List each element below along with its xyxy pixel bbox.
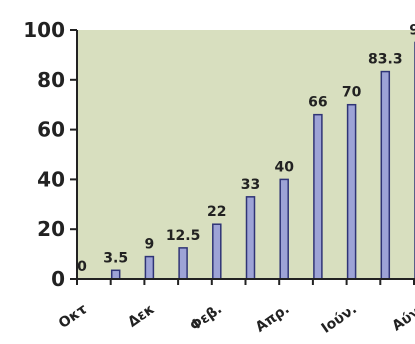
data-label: 9 bbox=[145, 237, 155, 253]
data-label: 70 bbox=[342, 85, 362, 101]
bar bbox=[110, 269, 121, 280]
bar bbox=[212, 223, 222, 280]
y-tick-label: 60 bbox=[37, 118, 65, 142]
x-tick-label: Αύγ. bbox=[389, 301, 415, 334]
y-tick-label: 40 bbox=[37, 167, 65, 191]
y-tick-label: 0 bbox=[51, 267, 65, 291]
bar bbox=[313, 113, 323, 280]
data-label: 95 bbox=[409, 22, 415, 38]
bar bbox=[346, 103, 357, 280]
bar bbox=[279, 178, 289, 280]
data-label: 66 bbox=[308, 95, 327, 111]
data-label: 83.3 bbox=[368, 52, 403, 68]
data-label: 33 bbox=[241, 177, 260, 193]
data-label: 12.5 bbox=[166, 228, 201, 244]
x-tick-label: Οκτ bbox=[56, 301, 90, 332]
data-label: 0 bbox=[77, 259, 87, 275]
bar bbox=[380, 70, 391, 280]
y-tick-label: 80 bbox=[37, 68, 65, 92]
data-label: 40 bbox=[274, 159, 294, 175]
x-tick-label: Ιούν. bbox=[319, 301, 360, 337]
data-label: 22 bbox=[207, 204, 226, 220]
data-label: 3.5 bbox=[103, 250, 128, 266]
y-tick-label: 20 bbox=[37, 217, 65, 241]
bar bbox=[144, 255, 155, 280]
y-tick-label: 100 bbox=[23, 18, 65, 42]
x-tick-label: Δεκ bbox=[125, 301, 158, 331]
x-tick-label: Απρ. bbox=[253, 301, 293, 335]
bar bbox=[245, 196, 256, 280]
x-tick-label: Φεβ. bbox=[187, 301, 225, 334]
bar bbox=[178, 247, 188, 280]
